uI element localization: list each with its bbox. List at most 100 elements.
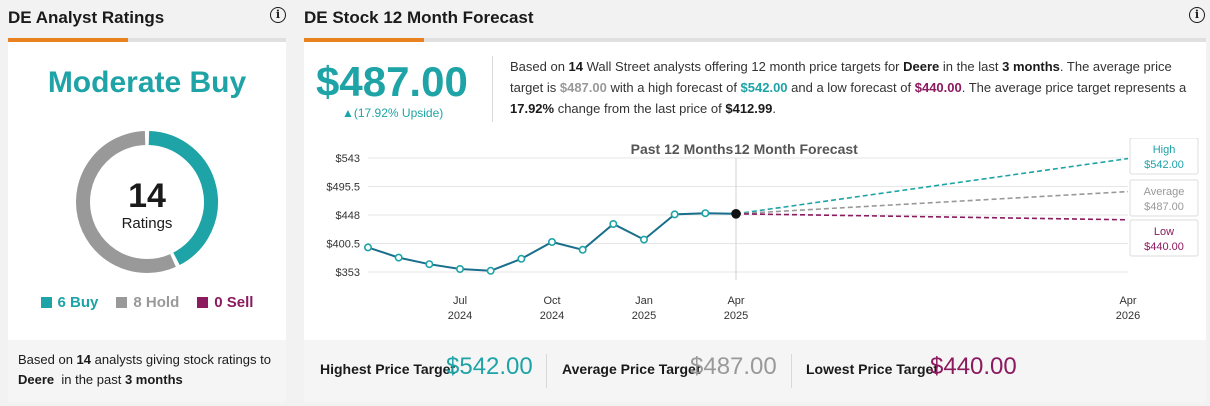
x-tick-year: 2024 xyxy=(540,310,564,322)
lowest-target-label: Lowest Price Target xyxy=(806,361,939,377)
consensus-rating: Moderate Buy xyxy=(47,66,247,99)
y-tick-label: $448 xyxy=(336,210,360,222)
forecast-label-name: Average xyxy=(1144,186,1185,198)
x-tick-month: Oct xyxy=(543,295,560,307)
info-icon[interactable]: i xyxy=(1189,7,1205,23)
summary-high: $542.00 xyxy=(740,80,788,95)
x-tick-month: Apr xyxy=(727,295,744,307)
forecast-card: $487.00 ▲(17.92% Upside) Based on 14 Wal… xyxy=(304,38,1206,402)
forecast-label-value: $487.00 xyxy=(1144,201,1184,213)
y-tick-label: $400.5 xyxy=(326,239,360,251)
forecast-summary: Based on 14 Wall Street analysts offerin… xyxy=(510,56,1190,119)
history-point xyxy=(670,210,679,219)
history-point xyxy=(609,220,618,229)
ratings-title: DE Analyst Ratings xyxy=(8,8,165,27)
history-point xyxy=(701,209,710,218)
average-price-target: $487.00 xyxy=(316,58,468,105)
summary-company: Deere xyxy=(903,59,940,74)
summary-text: in the last xyxy=(939,59,1003,74)
average-target-value: $487.00 xyxy=(690,353,777,380)
forecast-label-box xyxy=(1129,179,1199,217)
note-text: analysts giving stock ratings to xyxy=(91,352,271,367)
summary-months: 3 months xyxy=(1002,59,1060,74)
summary-count: 14 xyxy=(568,59,584,74)
forecast-label-value: $440.00 xyxy=(1144,241,1184,253)
x-tick-year: 2025 xyxy=(724,310,748,322)
x-tick-month: Jan xyxy=(635,295,653,307)
average-target-label: Average Price Target xyxy=(562,361,701,377)
forecast-label-box xyxy=(1129,219,1199,257)
history-point xyxy=(486,266,495,275)
summary-text: Wall Street analysts offering 12 month p… xyxy=(583,59,904,74)
ratings-footnote: Based on 14 analysts giving stock rating… xyxy=(8,340,286,402)
history-point xyxy=(425,260,434,269)
ratings-total-label: Ratings xyxy=(122,215,173,232)
forecast-chart: $543 $495.5 $448 $400.5 $353 Past 12 Months 12… xyxy=(326,138,1199,322)
summary-text: with a high forecast of xyxy=(606,80,741,95)
ratings-total: 14 xyxy=(128,177,166,215)
note-company: Deere xyxy=(18,372,55,387)
history-point xyxy=(456,265,465,274)
history-point xyxy=(394,253,403,262)
legend-hold-label: 8 Hold xyxy=(133,294,180,311)
ratings-donut: 14 Ratings xyxy=(76,131,218,273)
card-accent xyxy=(304,38,424,42)
upside-percent: ▲(17.92% Upside) xyxy=(342,106,444,120)
forecast-label-box xyxy=(1129,138,1199,175)
history-point xyxy=(731,209,741,219)
summary-text: and a low forecast of xyxy=(787,80,915,95)
note-text: in the past xyxy=(54,372,125,387)
divider xyxy=(546,354,547,388)
legend-buy: 6 Buy xyxy=(40,294,99,311)
x-tick-year: 2025 xyxy=(632,310,656,322)
summary-pct: 17.92% xyxy=(510,101,555,116)
section-label-past: Past 12 Months xyxy=(631,141,734,157)
donut-buy-segment xyxy=(148,131,218,266)
highest-target-value: $542.00 xyxy=(446,353,533,380)
forecast-label-value: $542.00 xyxy=(1144,159,1184,171)
y-tick-label: $543 xyxy=(336,153,360,165)
history-point xyxy=(548,238,557,247)
ratings-legend: 6 Buy 8 Hold 0 Sell xyxy=(8,294,286,311)
divider xyxy=(492,56,493,122)
history-point xyxy=(363,243,372,252)
lowest-target-value: $440.00 xyxy=(930,353,1017,380)
forecast-line-low xyxy=(735,213,1129,221)
forecast-label-name: Low xyxy=(1154,226,1174,238)
summary-text: change from the last price of xyxy=(554,101,726,116)
history-point xyxy=(578,245,587,254)
note-count: 14 xyxy=(76,352,92,367)
forecast-line-high xyxy=(735,157,1129,215)
summary-avg: $487.00 xyxy=(559,80,607,95)
summary-text: . The average price target represents a xyxy=(961,80,1187,95)
x-tick-month: Jul xyxy=(453,295,467,307)
legend-buy-label: 6 Buy xyxy=(57,294,99,311)
legend-hold: 8 Hold xyxy=(116,294,179,311)
x-tick-year: 2024 xyxy=(448,310,472,322)
x-tick-month: Apr xyxy=(1119,295,1136,307)
summary-text: . xyxy=(772,101,776,116)
legend-sell: 0 Sell xyxy=(197,294,253,311)
forecast-label-name: High xyxy=(1153,144,1176,156)
section-label-forecast: 12 Month Forecast xyxy=(734,141,858,157)
x-tick-year: 2026 xyxy=(1116,310,1140,322)
donut-hold-segment xyxy=(76,131,176,273)
y-tick-label: $353 xyxy=(336,267,360,279)
note-period: 3 months xyxy=(124,372,183,387)
summary-last: $412.99 xyxy=(725,101,773,116)
summary-low: $440.00 xyxy=(914,80,962,95)
legend-sell-label: 0 Sell xyxy=(214,294,254,311)
highest-target-label: Highest Price Target xyxy=(320,361,456,377)
info-icon[interactable]: i xyxy=(270,7,286,23)
note-text: Based on xyxy=(18,352,77,367)
forecast-line-average xyxy=(735,190,1129,215)
y-tick-label: $495.5 xyxy=(326,182,360,194)
summary-text: Based on xyxy=(510,59,569,74)
card-accent xyxy=(8,38,128,42)
history-point xyxy=(517,254,526,263)
ratings-card: Moderate Buy 14 Ratings 6 Buy 8 Hold 0 S… xyxy=(8,38,286,402)
divider xyxy=(791,354,792,388)
history-point xyxy=(639,235,648,244)
price-target-footer: Highest Price Target $542.00 Average Pri… xyxy=(304,340,1206,402)
summary-text: . The average price target is xyxy=(510,59,1172,95)
